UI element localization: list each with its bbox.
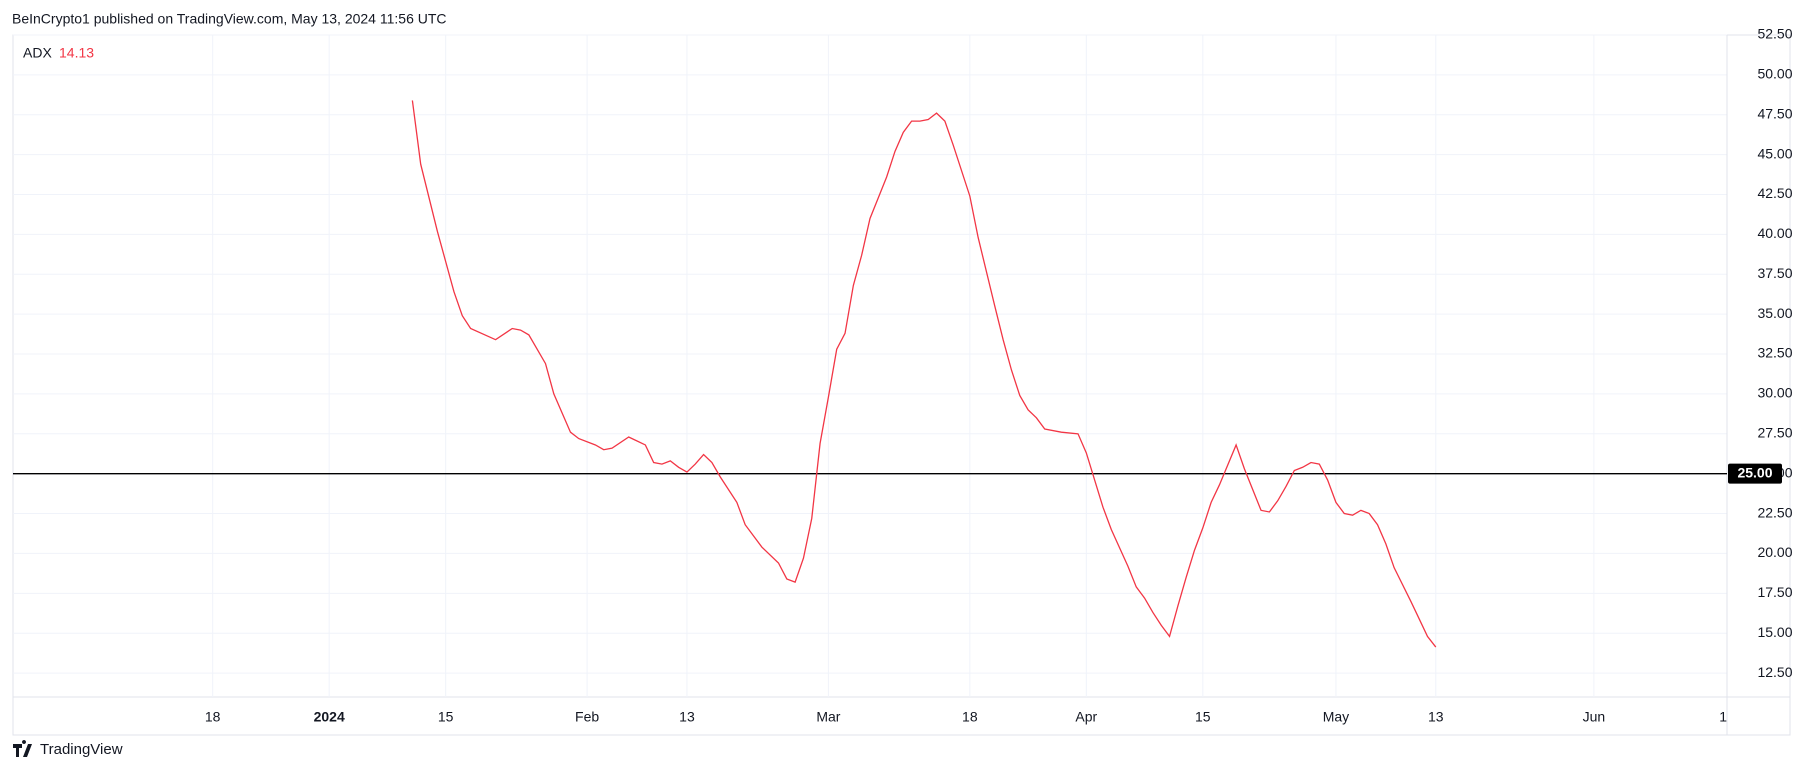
frame	[12, 34, 1791, 736]
y-tick-label: 42.50	[1757, 185, 1792, 201]
legend-value: 14.13	[59, 45, 94, 61]
x-tick-label: 2024	[314, 709, 345, 725]
y-tick-label: 15.00	[1757, 624, 1792, 640]
y-tick-label: 27.50	[1757, 424, 1792, 440]
footer-text: TradingView	[40, 741, 123, 758]
y-tick-label: 20.00	[1757, 544, 1792, 560]
y-tick-label: 32.50	[1757, 345, 1792, 361]
price-axis-bg	[1727, 698, 1789, 734]
series-line	[411, 100, 1437, 648]
reference-label-bg	[1728, 463, 1782, 484]
x-tick-label: Apr	[1075, 709, 1097, 725]
x-tick-label: 18	[205, 709, 221, 725]
y-tick-label: 17.50	[1757, 584, 1792, 600]
x-tick-label: May	[1323, 709, 1349, 725]
header: BeInCrypto1 published on TradingView.com…	[12, 11, 447, 27]
x-tick-label: 15	[1195, 709, 1211, 725]
y-tick-label: 12.50	[1757, 664, 1792, 680]
x-tick-label: Jun	[1583, 709, 1606, 725]
y-tick-label: 45.00	[1757, 145, 1792, 161]
legend-name: ADX	[23, 45, 52, 61]
y-tick-label: 52.50	[1757, 26, 1792, 42]
x-tick-label: 15	[438, 709, 454, 725]
x-tick-label: 13	[679, 709, 695, 725]
y-tick-label: 50.00	[1757, 66, 1792, 82]
x-tick-label: 13	[1428, 709, 1444, 725]
x-tick-label: Mar	[816, 709, 840, 725]
logo-icon	[13, 740, 32, 757]
y-tick-label: 22.50	[1757, 504, 1792, 520]
y-tick-label: 30.00	[1757, 385, 1792, 401]
x-tick-label: Feb	[575, 709, 599, 725]
y-tick-label: 37.50	[1757, 265, 1792, 281]
footer-logo: TradingView	[13, 740, 123, 758]
x-tick-label: 18	[962, 709, 978, 725]
reference-label: 25.00	[1737, 464, 1772, 480]
y-tick-label: 35.00	[1757, 305, 1792, 321]
y-tick-label: 47.50	[1757, 105, 1792, 121]
y-tick-label: 40.00	[1757, 225, 1792, 241]
